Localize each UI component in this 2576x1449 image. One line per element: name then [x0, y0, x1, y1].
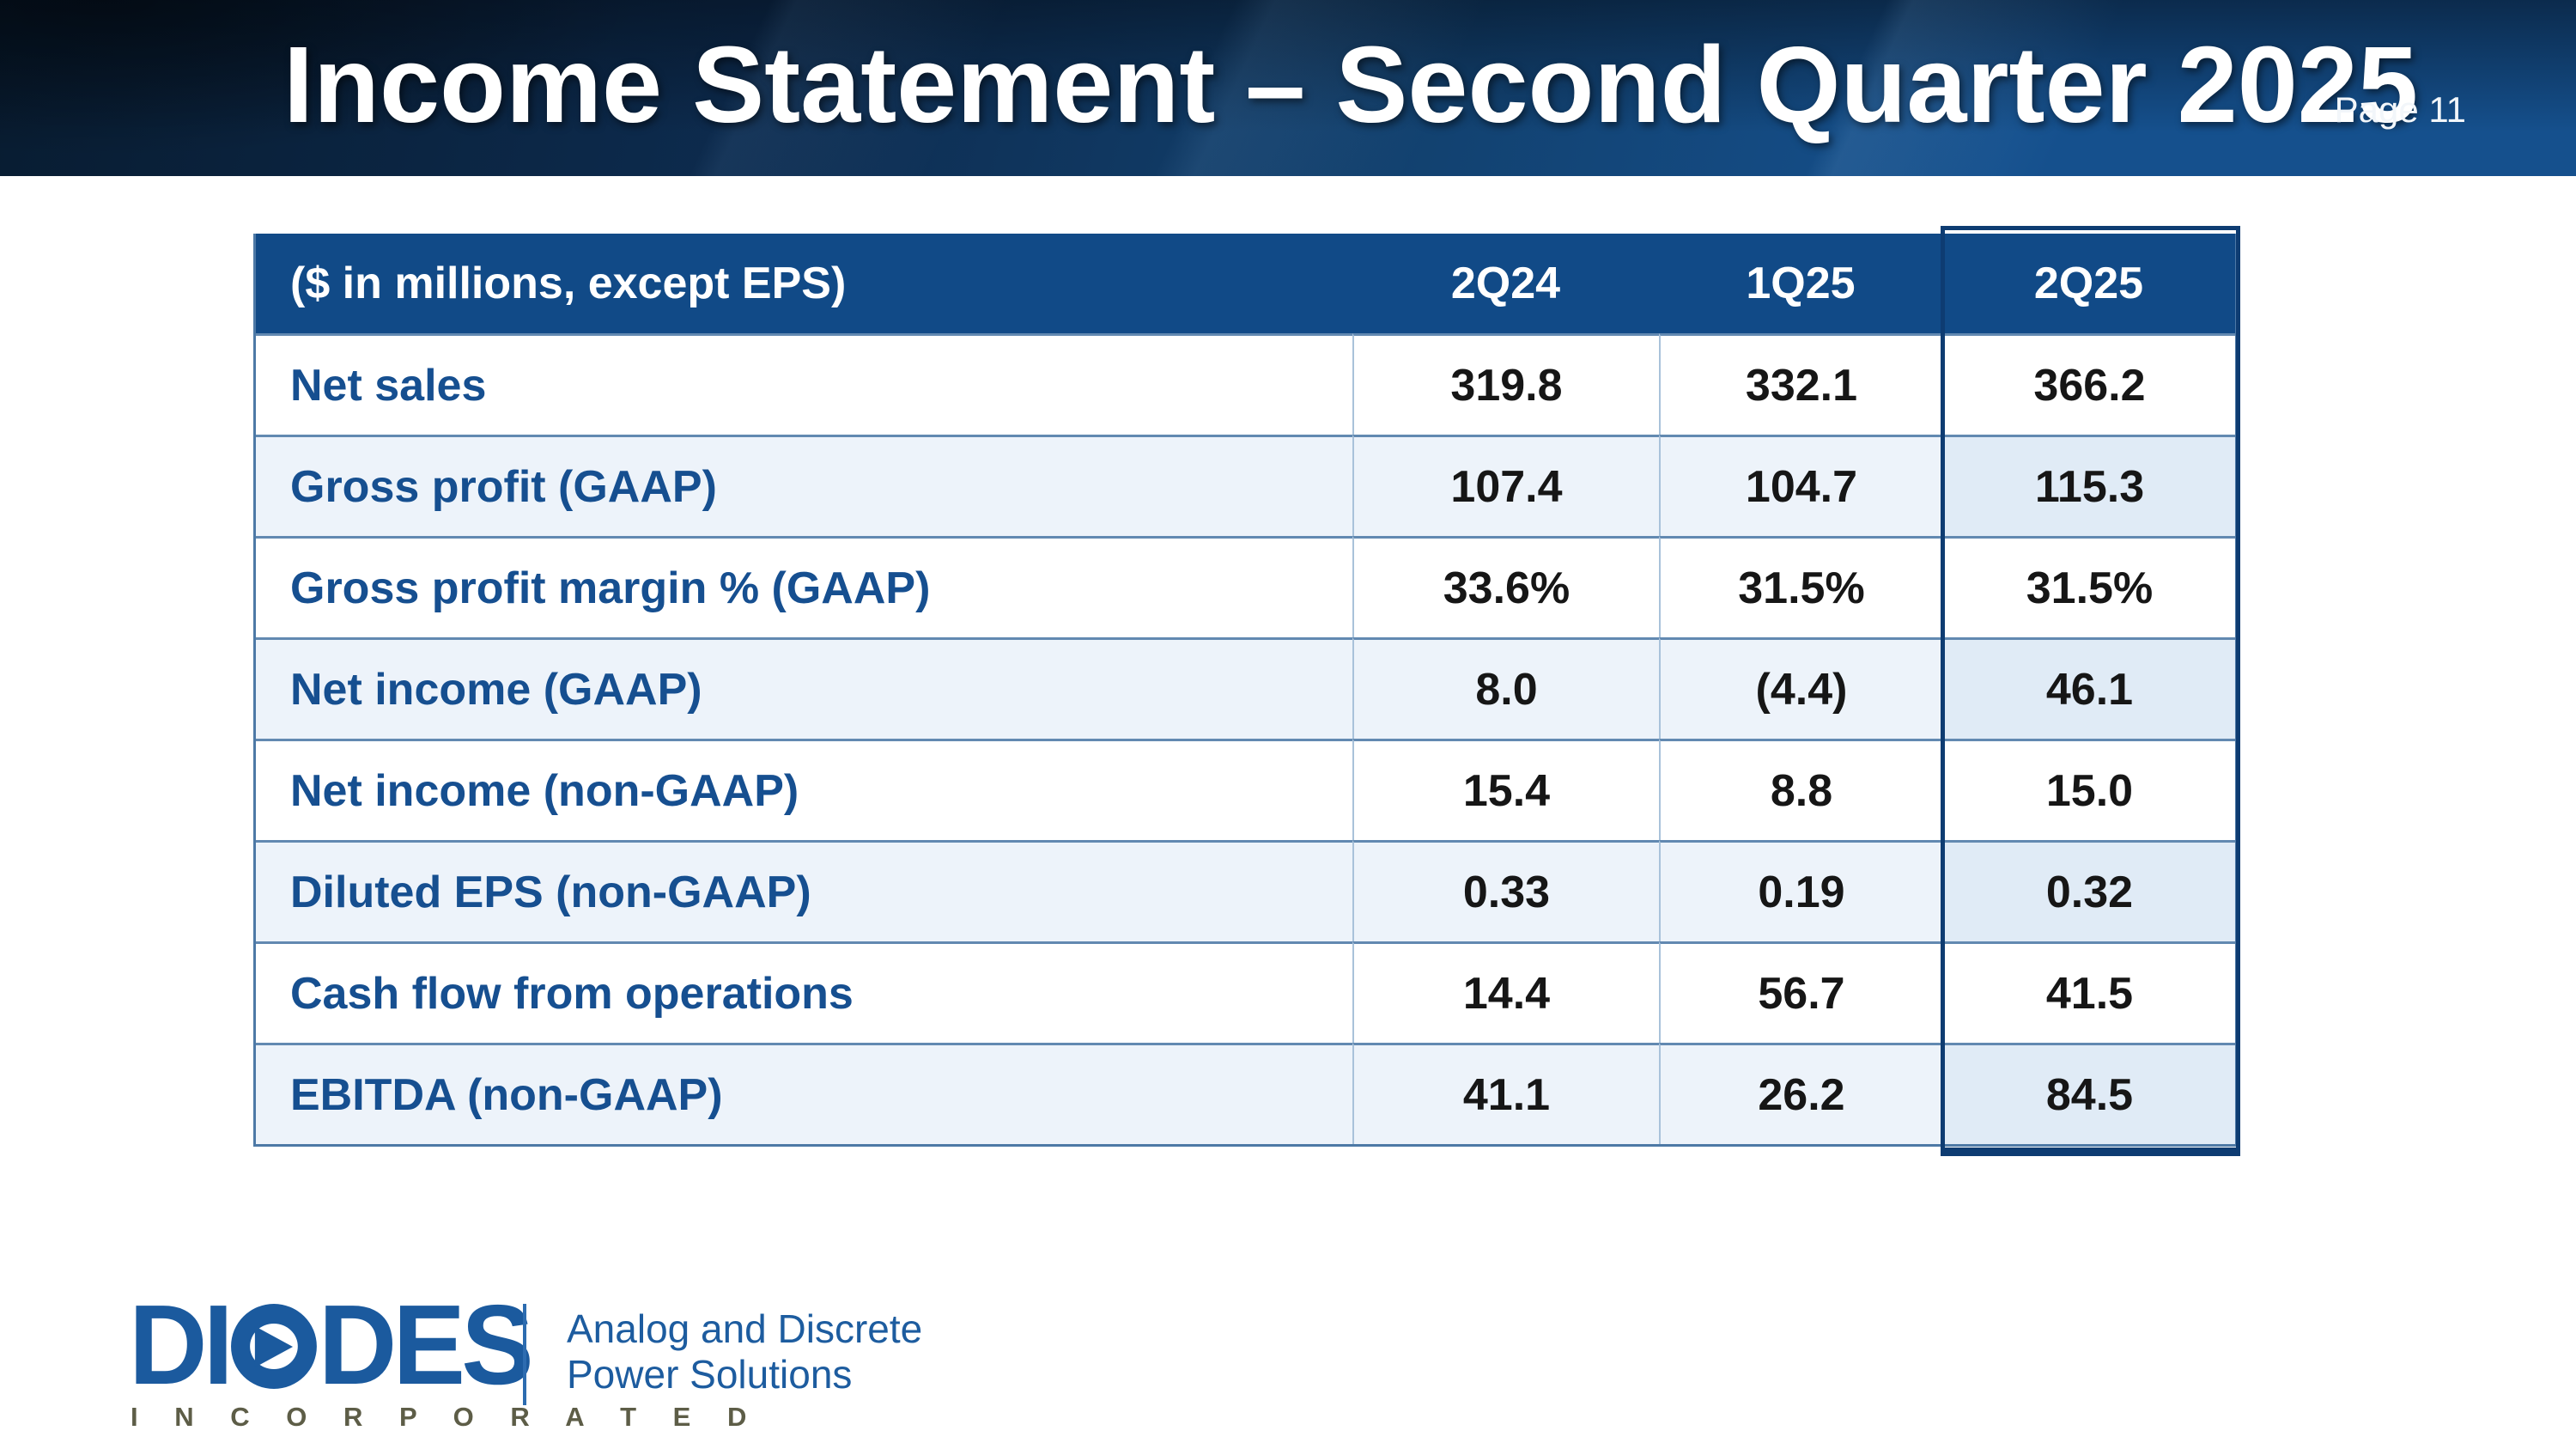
cell-value: 15.4	[1352, 739, 1659, 840]
cell-value: 8.8	[1659, 739, 1942, 840]
table-header-2q24: 2Q24	[1352, 234, 1659, 333]
diode-symbol-icon	[231, 1304, 317, 1389]
logo-divider	[523, 1304, 526, 1405]
cell-value: 33.6%	[1352, 536, 1659, 637]
income-statement-table: ($ in millions, except EPS) 2Q24 1Q25 2Q…	[253, 226, 2240, 1156]
row-label: Gross profit margin % (GAAP)	[256, 536, 1352, 637]
diodes-logo-right: DES	[318, 1282, 534, 1408]
cell-value: 15.0	[1942, 739, 2235, 840]
row-label: Net income (GAAP)	[256, 637, 1352, 739]
row-label: Gross profit (GAAP)	[256, 435, 1352, 536]
cell-value: 26.2	[1659, 1043, 1942, 1144]
table-header-2q25: 2Q25	[1942, 234, 2235, 333]
cell-value: 31.5%	[1942, 536, 2235, 637]
cell-value: 104.7	[1659, 435, 1942, 536]
income-statement-table-wrap: ($ in millions, except EPS) 2Q24 1Q25 2Q…	[253, 226, 2240, 1156]
tagline-line-2: Power Solutions	[567, 1352, 853, 1397]
cell-value: 0.33	[1352, 840, 1659, 941]
row-label: Net sales	[256, 333, 1352, 435]
cell-value: 31.5%	[1659, 536, 1942, 637]
cell-value: 366.2	[1942, 333, 2235, 435]
diodes-logo: DI DES	[129, 1288, 534, 1402]
incorporated-label: I N C O R P O R A T E D	[131, 1402, 762, 1432]
cell-value: 14.4	[1352, 941, 1659, 1043]
table-header-units: ($ in millions, except EPS)	[256, 234, 1352, 333]
cell-value: (4.4)	[1659, 637, 1942, 739]
cell-value: 41.5	[1942, 941, 2235, 1043]
row-label: Diluted EPS (non-GAAP)	[256, 840, 1352, 941]
tagline-line-1: Analog and Discrete	[567, 1306, 923, 1351]
title-banner	[0, 0, 2576, 176]
row-label: Cash flow from operations	[256, 941, 1352, 1043]
page-number: Page 11	[2334, 89, 2466, 130]
cell-value: 46.1	[1942, 637, 2235, 739]
cell-value: 115.3	[1942, 435, 2235, 536]
cell-value: 8.0	[1352, 637, 1659, 739]
cell-value: 41.1	[1352, 1043, 1659, 1144]
cell-value: 56.7	[1659, 941, 1942, 1043]
diode-arrow-icon	[254, 1325, 294, 1367]
slide-title: Income Statement – Second Quarter 2025	[283, 24, 2418, 145]
cell-value: 0.32	[1942, 840, 2235, 941]
company-tagline: Analog and Discrete Power Solutions	[567, 1306, 922, 1397]
cell-value: 0.19	[1659, 840, 1942, 941]
cell-value: 84.5	[1942, 1043, 2235, 1144]
cell-value: 332.1	[1659, 333, 1942, 435]
diodes-logo-left: DI	[129, 1282, 234, 1408]
banner-streaks-decoration	[0, 0, 2576, 176]
table-header-1q25: 1Q25	[1659, 234, 1942, 333]
row-label: EBITDA (non-GAAP)	[256, 1043, 1352, 1144]
cell-value: 107.4	[1352, 435, 1659, 536]
cell-value: 319.8	[1352, 333, 1659, 435]
row-label: Net income (non-GAAP)	[256, 739, 1352, 840]
